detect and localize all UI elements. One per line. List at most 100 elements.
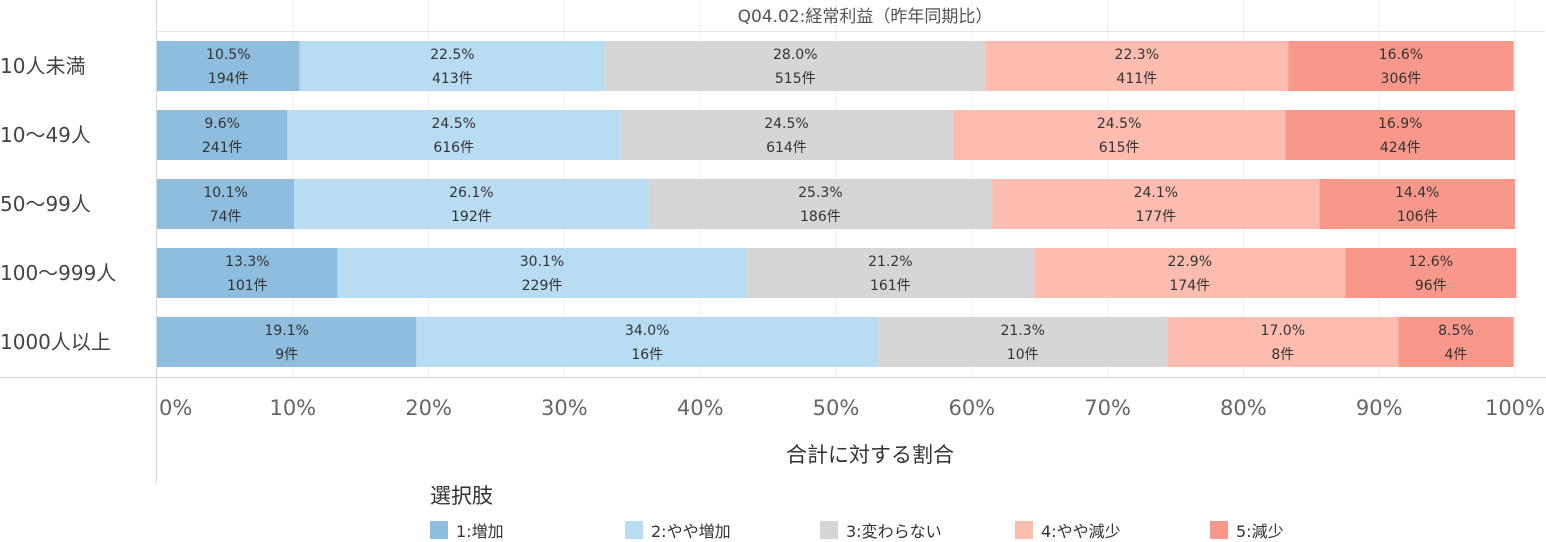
data-label-count: 174件 <box>1169 278 1210 294</box>
data-label-pct: 16.6% <box>1379 47 1423 63</box>
data-label-count: 16件 <box>631 347 663 363</box>
x-tick-label: 40% <box>677 396 724 420</box>
category-label: 10〜49人 <box>0 123 91 147</box>
data-label-count: 8件 <box>1271 347 1294 363</box>
legend-item-decrease[interactable]: 5:減少 <box>1210 518 1405 542</box>
data-label-pct: 10.5% <box>206 47 250 63</box>
category-label: 50〜99人 <box>0 192 91 216</box>
x-tick-label: 100% <box>1485 396 1545 420</box>
bar-segment <box>299 41 606 91</box>
data-label-count: 192件 <box>451 209 492 225</box>
data-label-pct: 12.6% <box>1409 254 1453 270</box>
bar-segment <box>1288 41 1514 91</box>
data-label-count: 10件 <box>1007 347 1039 363</box>
legend-label: 5:減少 <box>1236 522 1284 541</box>
bar-segment <box>1167 317 1399 367</box>
bar-segment <box>1285 110 1515 160</box>
data-label-count: 413件 <box>432 71 473 87</box>
bar-segment <box>1034 248 1346 298</box>
data-label-pct: 8.5% <box>1438 323 1474 339</box>
data-label-pct: 24.5% <box>1097 116 1141 132</box>
bar-segment <box>337 248 747 298</box>
legend-title: 選択肢 <box>430 484 493 508</box>
chart-title: Q04.02:経常利益（昨年同期比） <box>738 7 993 27</box>
bar-segment <box>157 41 300 91</box>
data-label-pct: 22.3% <box>1115 47 1159 63</box>
bar-segment <box>985 41 1289 91</box>
bar-segment <box>878 317 1168 367</box>
data-label-pct: 24.5% <box>764 116 808 132</box>
data-label-pct: 30.1% <box>520 254 564 270</box>
data-label-pct: 24.1% <box>1134 185 1178 201</box>
legend-label: 3:変わらない <box>846 522 942 541</box>
legend-swatch <box>1210 521 1228 539</box>
category-label: 10人未満 <box>0 54 85 78</box>
x-tick-label: 10% <box>269 396 316 420</box>
category-label: 1000人以上 <box>0 330 111 354</box>
data-label-count: 177件 <box>1135 209 1176 225</box>
bar-segment <box>1319 179 1515 229</box>
bar-segment <box>605 41 986 91</box>
legend-swatch <box>625 521 643 539</box>
x-axis-label: 合計に対する割合 <box>786 443 954 467</box>
legend-label: 1:増加 <box>456 522 504 541</box>
data-label-count: 411件 <box>1116 71 1157 87</box>
data-label-count: 106件 <box>1397 209 1438 225</box>
data-label-pct: 25.3% <box>798 185 842 201</box>
x-tick-label: 20% <box>405 396 452 420</box>
legend: 選択肢 1:増加 2:やや増加 3:変わらない 4:やや減少 5:減少 <box>430 480 1405 542</box>
legend-item-increase[interactable]: 1:増加 <box>430 518 625 542</box>
data-label-pct: 26.1% <box>449 185 493 201</box>
data-label-count: 161件 <box>870 278 911 294</box>
data-label-count: 186件 <box>800 209 841 225</box>
bar-segment <box>620 110 953 160</box>
bar-segment <box>1398 317 1514 367</box>
x-tick-label: 60% <box>948 396 995 420</box>
bar-segment <box>287 110 621 160</box>
x-tick-label: 0% <box>159 396 192 420</box>
legend-item-slight-increase[interactable]: 2:やや増加 <box>625 518 820 542</box>
data-label-count: 615件 <box>1099 140 1140 156</box>
data-label-pct: 24.5% <box>431 116 475 132</box>
data-label-pct: 17.0% <box>1261 323 1305 339</box>
bar-segment <box>157 179 295 229</box>
data-label-count: 101件 <box>227 278 268 294</box>
data-label-pct: 9.6% <box>204 116 240 132</box>
data-label-count: 306件 <box>1381 71 1422 87</box>
bar-segment <box>416 317 879 367</box>
x-tick-label: 80% <box>1220 396 1267 420</box>
bar-segment <box>648 179 993 229</box>
legend-items: 1:増加 2:やや増加 3:変わらない 4:やや減少 5:減少 <box>430 518 1405 542</box>
bar-segment <box>992 179 1320 229</box>
legend-label: 2:やや増加 <box>651 522 731 541</box>
data-label-count: 4件 <box>1444 347 1467 363</box>
data-label-count: 9件 <box>275 347 298 363</box>
data-label-pct: 16.9% <box>1378 116 1422 132</box>
data-label-pct: 22.9% <box>1168 254 1212 270</box>
data-label-count: 515件 <box>775 71 816 87</box>
data-label-count: 616件 <box>433 140 474 156</box>
legend-swatch <box>430 521 448 539</box>
data-label-pct: 22.5% <box>430 47 474 63</box>
data-label-count: 229件 <box>522 278 563 294</box>
data-label-pct: 13.3% <box>225 254 269 270</box>
data-label-count: 96件 <box>1415 278 1447 294</box>
legend-item-unchanged[interactable]: 3:変わらない <box>820 518 1015 542</box>
data-label-pct: 19.1% <box>264 323 308 339</box>
bar-segment <box>157 317 417 367</box>
data-label-count: 74件 <box>210 209 242 225</box>
x-tick-label: 70% <box>1084 396 1131 420</box>
data-label-count: 194件 <box>208 71 249 87</box>
data-label-pct: 21.3% <box>1000 323 1044 339</box>
data-label-pct: 34.0% <box>625 323 669 339</box>
data-label-pct: 28.0% <box>773 47 817 63</box>
bar-segment <box>157 248 338 298</box>
bar-segment <box>1345 248 1517 298</box>
x-tick-label: 90% <box>1356 396 1403 420</box>
bar-segment <box>746 248 1035 298</box>
bar-segment <box>294 179 649 229</box>
bar-segment <box>952 110 1286 160</box>
legend-item-slight-decrease[interactable]: 4:やや減少 <box>1015 518 1210 542</box>
